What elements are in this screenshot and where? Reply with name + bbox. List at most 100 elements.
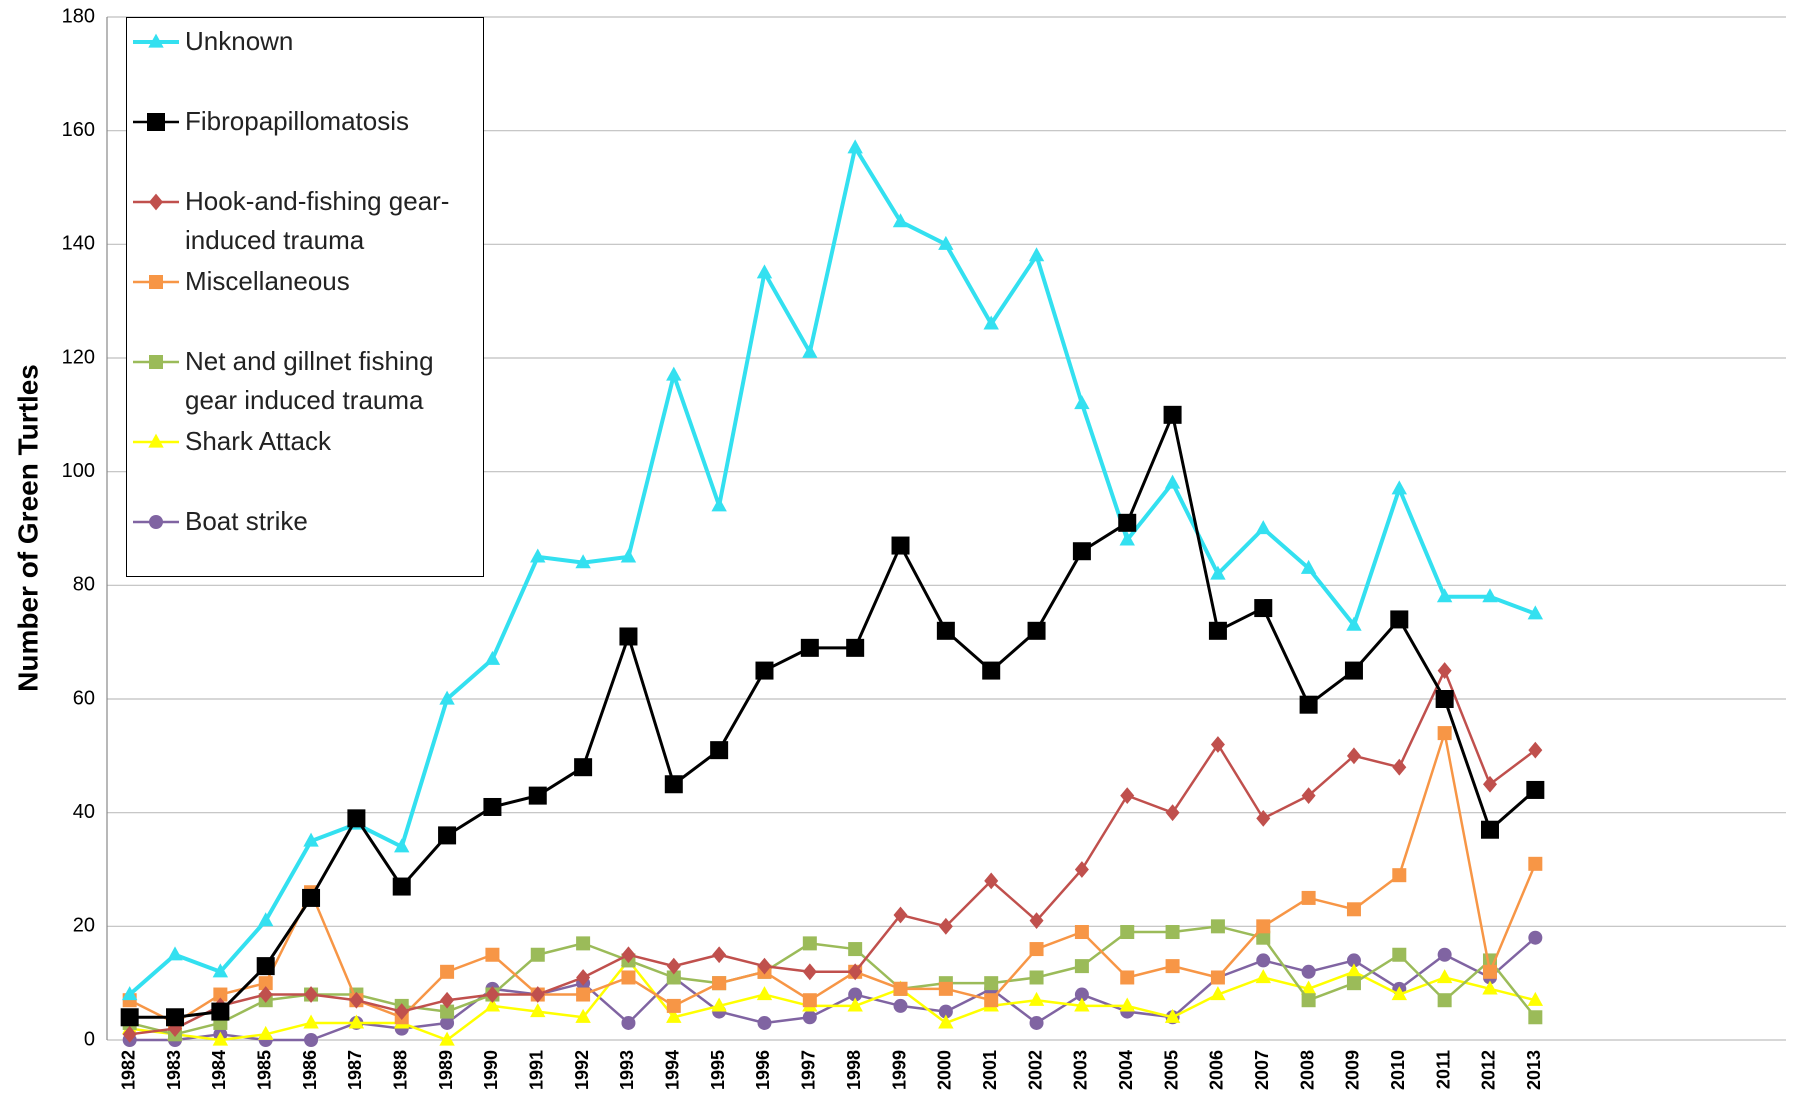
data-point	[485, 986, 500, 1003]
data-point	[167, 946, 183, 961]
data-point	[621, 1015, 636, 1030]
data-point	[1528, 1010, 1543, 1025]
data-point	[1029, 970, 1044, 985]
data-point	[712, 946, 727, 964]
legend-label: Net and gillnet fishing gear induced tra…	[185, 346, 434, 415]
legend-marker	[148, 33, 164, 48]
data-point	[848, 942, 863, 957]
data-point	[757, 957, 772, 975]
x-tick-label: 1996	[753, 1050, 773, 1090]
x-tick-label: 1988	[390, 1050, 410, 1090]
data-point	[1437, 662, 1452, 679]
x-tick-label: 2007	[1252, 1050, 1272, 1090]
data-point	[439, 690, 455, 705]
legend-entry: Boat strike	[127, 502, 483, 582]
data-point	[1028, 247, 1045, 262]
data-point	[712, 976, 727, 991]
data-point	[575, 1008, 591, 1023]
x-tick-label: 2013	[1524, 1050, 1544, 1090]
data-point	[212, 1031, 229, 1046]
data-point	[440, 964, 455, 979]
data-point	[1074, 395, 1090, 410]
data-point	[1482, 964, 1497, 979]
y-tick-label: 60	[73, 687, 95, 709]
data-point	[1256, 919, 1271, 934]
data-point	[1074, 997, 1090, 1012]
data-point	[755, 661, 774, 680]
y-tick-label: 120	[62, 346, 95, 368]
data-point	[757, 1015, 772, 1030]
data-point	[1029, 942, 1044, 957]
data-point	[938, 1004, 953, 1019]
data-point	[439, 1031, 455, 1046]
data-point	[666, 970, 681, 985]
data-point	[1299, 695, 1318, 714]
data-point	[848, 963, 863, 981]
x-tick-label: 1984	[209, 1050, 229, 1090]
data-point	[846, 638, 865, 657]
legend-label: Unknown	[185, 26, 294, 56]
y-tick-label: 140	[62, 233, 95, 255]
data-point	[756, 264, 773, 279]
legend-label: Hook-and-fishing gear-induced trauma	[185, 186, 450, 255]
data-point	[710, 741, 729, 760]
series-line	[129, 959, 1536, 1042]
data-point	[938, 1014, 954, 1029]
data-point	[1437, 726, 1452, 741]
data-point	[802, 963, 817, 981]
data-point	[1210, 565, 1226, 580]
data-point	[666, 366, 682, 381]
data-point	[666, 1008, 682, 1023]
data-point	[121, 986, 138, 1001]
data-point	[1256, 930, 1271, 945]
data-point	[1256, 809, 1271, 827]
y-tick-label: 160	[62, 119, 95, 141]
x-tick-label: 2004	[1116, 1050, 1136, 1090]
y-axis-title: Number of Green Turtles	[12, 364, 43, 692]
data-point	[1527, 991, 1544, 1006]
x-tick-label: 2002	[1025, 1050, 1045, 1090]
data-point	[984, 976, 999, 991]
series-line	[129, 731, 1537, 1025]
data-point	[576, 987, 591, 1002]
data-point	[711, 997, 727, 1012]
data-point	[1528, 741, 1543, 759]
data-point	[1435, 690, 1454, 708]
x-tick-label: 1991	[527, 1050, 547, 1090]
data-point	[1210, 919, 1225, 934]
data-point	[1254, 599, 1273, 618]
data-point	[303, 1014, 319, 1029]
series-line	[129, 413, 1537, 1019]
data-point	[530, 986, 545, 1003]
data-point	[893, 906, 908, 924]
data-point	[349, 991, 364, 1009]
x-tick-label: 1986	[300, 1050, 320, 1090]
legend-label: Shark Attack	[185, 426, 331, 456]
x-tick-label: 1994	[663, 1050, 683, 1090]
data-point	[1392, 947, 1407, 962]
data-point	[1344, 661, 1363, 680]
y-tick-label: 20	[73, 915, 95, 937]
data-point	[484, 650, 501, 665]
data-point	[1436, 969, 1453, 984]
data-point	[575, 554, 591, 569]
data-point	[1482, 775, 1497, 793]
series-line	[129, 936, 1537, 1042]
x-tick-label: 1999	[889, 1050, 909, 1090]
data-point	[1119, 531, 1135, 546]
data-point	[802, 343, 818, 358]
data-point	[1120, 925, 1135, 940]
x-tick-label: 2005	[1161, 1050, 1181, 1090]
data-point	[1528, 930, 1543, 945]
data-point	[1301, 890, 1316, 905]
data-point	[1210, 986, 1226, 1001]
data-point	[440, 991, 455, 1009]
x-tick-label: 2001	[980, 1050, 1000, 1090]
legend-swatch	[133, 355, 179, 369]
legend-label: Miscellaneous	[185, 266, 350, 296]
data-point	[1255, 520, 1271, 535]
x-tick-label: 1990	[481, 1050, 501, 1090]
y-tick-label: 0	[84, 1028, 95, 1050]
data-point	[1074, 925, 1089, 940]
x-tick-label: 1997	[799, 1050, 819, 1090]
